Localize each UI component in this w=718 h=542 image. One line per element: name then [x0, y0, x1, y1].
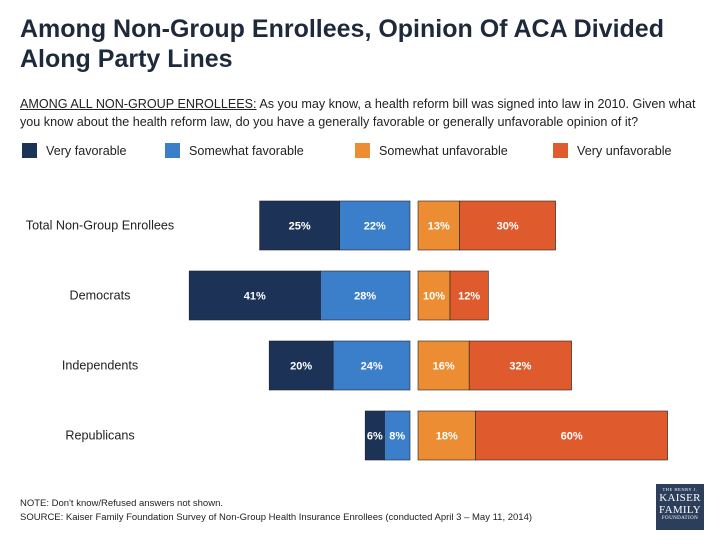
logo-line3: FOUNDATION [661, 516, 699, 521]
legend-label: Somewhat unfavorable [379, 143, 508, 158]
survey-question: AMONG ALL NON-GROUP ENROLLEES: As you ma… [20, 95, 710, 131]
data-label: 28% [354, 291, 376, 303]
legend-label: Very unfavorable [577, 143, 672, 158]
legend-swatch-very-favorable [22, 143, 37, 158]
logo-line1: KAISER [659, 492, 701, 504]
data-label: 12% [458, 291, 480, 303]
category-label: Total Non-Group Enrollees [26, 219, 174, 233]
footer-note: NOTE: Don't know/Refused answers not sho… [20, 498, 223, 509]
data-label: 24% [361, 361, 383, 373]
bar-somewhat-unfavorable [417, 270, 451, 321]
legend-swatch-somewhat-favorable [165, 143, 180, 158]
legend-swatch-somewhat-unfavorable [355, 143, 370, 158]
logo-small-text: THE HENRY J. [662, 487, 698, 492]
data-label: 41% [244, 291, 266, 303]
bar-very-favorable [364, 410, 385, 461]
data-label: 6% [367, 431, 383, 443]
data-label: 30% [497, 221, 519, 233]
bar-somewhat-favorable [384, 410, 411, 461]
category-label: Independents [62, 359, 138, 373]
legend-swatch-very-unfavorable [553, 143, 568, 158]
chart-title: Among Non-Group Enrollees, Opinion Of AC… [20, 15, 664, 73]
legend-item-very-favorable: Very favorable [22, 143, 127, 158]
data-label: 20% [290, 361, 312, 373]
legend-label: Very favorable [46, 143, 127, 158]
data-label: 22% [364, 221, 386, 233]
bar-somewhat-unfavorable [417, 340, 470, 391]
legend-label: Somewhat favorable [189, 143, 304, 158]
bar-somewhat-unfavorable [417, 410, 476, 461]
data-label: 10% [423, 291, 445, 303]
legend: Very favorable Somewhat favorable Somewh… [0, 143, 718, 163]
data-label: 18% [436, 431, 458, 443]
footer-source: SOURCE: Kaiser Family Foundation Survey … [20, 512, 533, 523]
data-label: 8% [389, 431, 405, 443]
bar-very-favorable [188, 270, 321, 321]
bar-very-favorable [259, 200, 340, 251]
legend-item-somewhat-unfavorable: Somewhat unfavorable [355, 143, 508, 158]
data-label: 60% [561, 431, 583, 443]
bar-very-unfavorable [459, 200, 556, 251]
data-label: 13% [428, 221, 450, 233]
bar-very-unfavorable [475, 410, 668, 461]
bar-very-favorable [268, 340, 334, 391]
question-lead: AMONG ALL NON-GROUP ENROLLEES: [20, 97, 257, 111]
data-label: 16% [433, 361, 455, 373]
category-label: Democrats [70, 289, 131, 303]
bar-very-unfavorable [468, 340, 572, 391]
logo-line2: FAMILY [658, 504, 702, 516]
kff-logo: THE HENRY J. KAISER FAMILY FOUNDATION [656, 484, 704, 530]
footer: NOTE: Don't know/Refused answers not sho… [20, 497, 660, 525]
legend-item-very-unfavorable: Very unfavorable [553, 143, 672, 158]
bar-somewhat-favorable [332, 340, 411, 391]
legend-item-somewhat-favorable: Somewhat favorable [165, 143, 304, 158]
category-label: Republicans [65, 429, 134, 443]
data-label: 25% [289, 221, 311, 233]
data-label: 32% [509, 361, 531, 373]
question-text: As you may know, a health reform bill wa… [20, 97, 696, 129]
bar-somewhat-favorable [339, 200, 411, 251]
bar-very-unfavorable [449, 270, 489, 321]
